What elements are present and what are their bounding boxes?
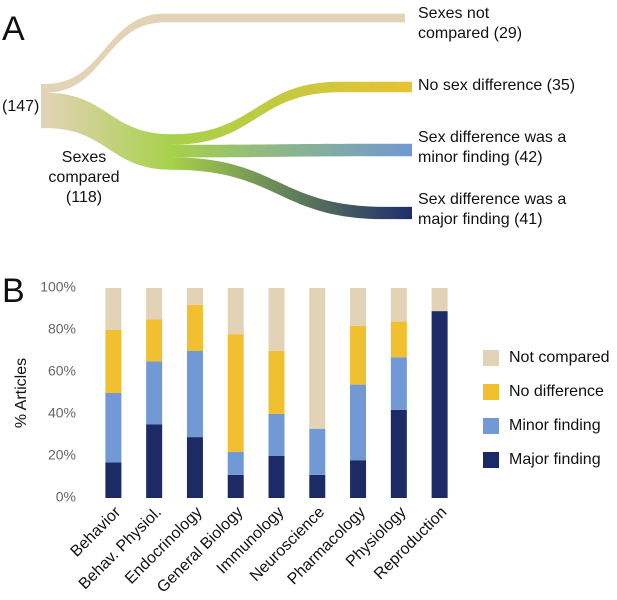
node-name: No sex difference xyxy=(418,77,543,94)
root-node xyxy=(41,84,46,129)
node-value: (118) xyxy=(65,189,103,206)
bar-segment xyxy=(309,428,326,475)
node-label: Sex difference was a minor finding (42) xyxy=(418,128,598,168)
node-label: Sexes compared (118) xyxy=(38,148,130,208)
node-value: (41) xyxy=(514,211,543,228)
bar-segment xyxy=(350,460,367,498)
y-axis-label: % Articles xyxy=(13,358,30,428)
bar-segment xyxy=(186,437,203,498)
bar-segment xyxy=(227,334,244,452)
bar-segment xyxy=(146,288,163,320)
node-value: (35) xyxy=(546,77,576,94)
bar-segment xyxy=(105,288,122,330)
flow xyxy=(172,81,412,145)
bar-segment xyxy=(390,357,407,410)
node-label: No sex difference (35) xyxy=(418,76,608,96)
legend-label: No difference xyxy=(509,383,604,400)
bar-segment xyxy=(227,451,244,475)
legend-label: Major finding xyxy=(509,451,601,468)
bar-segment xyxy=(268,288,285,351)
flow xyxy=(172,157,412,220)
node-label: Sex difference was a major finding (41) xyxy=(418,190,598,230)
bar-segment xyxy=(227,474,244,498)
legend-swatch xyxy=(483,452,499,468)
bar-segment xyxy=(350,384,367,461)
bar-segment xyxy=(431,311,448,498)
bar-segment xyxy=(350,288,367,326)
bar-segment xyxy=(105,462,122,498)
y-tick-label: 0% xyxy=(56,489,76,505)
panel-letter: A xyxy=(2,10,25,48)
flow xyxy=(45,13,405,93)
total-label: (147) xyxy=(2,97,39,117)
x-tick-label: Reproduction xyxy=(371,504,450,583)
bar-segment xyxy=(227,288,244,335)
node-name: Sexes not compared xyxy=(418,5,490,42)
node-value: (42) xyxy=(514,149,543,166)
legend-swatch xyxy=(483,418,499,434)
flow xyxy=(172,143,412,158)
y-tick-label: 40% xyxy=(48,405,76,421)
y-tick-label: 100% xyxy=(40,279,76,295)
y-tick-label: 80% xyxy=(48,321,76,337)
y-tick-label: 60% xyxy=(48,363,76,379)
node-name: Sex difference was a minor finding xyxy=(418,129,567,166)
bar-segment xyxy=(390,409,407,498)
bar-segment xyxy=(350,325,367,385)
bar-segment xyxy=(146,319,163,362)
node-value: (29) xyxy=(493,25,523,42)
bar-segment xyxy=(268,351,285,414)
node-name: Sex difference was a major finding xyxy=(418,191,567,228)
legend-swatch xyxy=(483,384,499,400)
bar-segment xyxy=(105,393,122,463)
bar-segment xyxy=(390,288,407,322)
legend-label: Minor finding xyxy=(509,417,601,434)
flow xyxy=(45,92,172,170)
bar-segment xyxy=(390,321,407,358)
legend-label: Not compared xyxy=(509,349,610,366)
bar-segment xyxy=(146,424,163,498)
bar-segment xyxy=(146,361,163,425)
bar-segment xyxy=(268,414,285,456)
y-tick-label: 20% xyxy=(48,447,76,463)
bar-segment xyxy=(105,330,122,393)
bar-segment xyxy=(186,304,203,351)
bar-segment xyxy=(309,288,326,429)
node-label: Sexes not compared (29) xyxy=(418,4,533,44)
bar-segment xyxy=(309,474,326,498)
bar-segment xyxy=(268,456,285,498)
bar-segment xyxy=(186,288,203,305)
legend-swatch xyxy=(483,350,499,366)
bar-segment xyxy=(431,288,448,312)
total-value: (147) xyxy=(2,98,40,115)
panel-letter: B xyxy=(2,272,25,310)
node-name: Sexes compared xyxy=(48,149,120,186)
bar-segment xyxy=(186,351,203,438)
